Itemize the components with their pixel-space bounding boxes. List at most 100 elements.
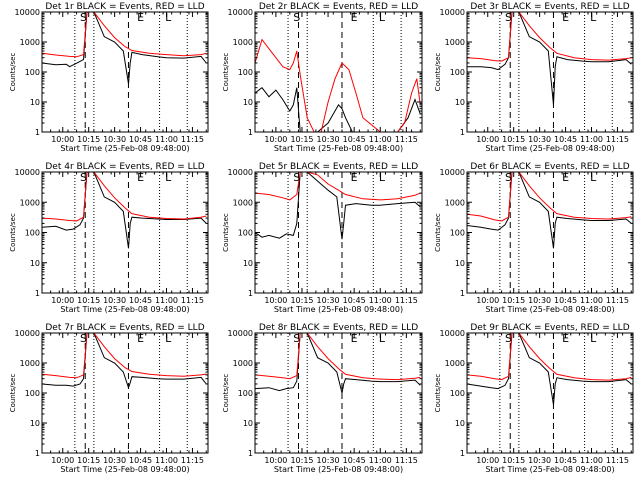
y-tick-label: 10000 <box>15 168 40 177</box>
chart-title: Det 6r BLACK = Events, RED = LLD <box>470 162 629 172</box>
marker-e: E <box>562 11 569 24</box>
x-tick-label: 10:15 <box>290 456 313 465</box>
plot-frame <box>254 332 423 454</box>
x-tick-label: 10:30 <box>317 296 340 305</box>
x-tick-label: 11:00 <box>580 135 603 144</box>
y-tick-label: 1 <box>35 289 40 298</box>
y-tick-label: 10000 <box>15 329 40 338</box>
x-tick-label: 10:00 <box>476 296 499 305</box>
marker-s: S <box>293 11 300 24</box>
x-tick-label: 10:45 <box>554 135 577 144</box>
x-tick-label: 11:15 <box>606 135 629 144</box>
marker-l: L <box>379 171 386 184</box>
chart-title: Det 5r BLACK = Events, RED = LLD <box>259 162 418 172</box>
x-axis-label: Start Time (25-Feb-08 09:48:00) <box>274 465 403 474</box>
x-tick-label: 11:15 <box>395 296 418 305</box>
x-tick-label: 10:00 <box>476 135 499 144</box>
marker-s: S <box>505 332 512 345</box>
y-axis-label: Counts/sec <box>222 374 230 413</box>
y-tick-label: 1000 <box>445 38 465 47</box>
marker-e: E <box>137 171 144 184</box>
series-events-line <box>467 172 632 249</box>
series-lld-line <box>467 172 632 222</box>
plot-frame <box>466 171 634 294</box>
series-lld-line <box>467 333 632 381</box>
marker-s: S <box>293 332 300 345</box>
x-tick-label: 10:00 <box>264 135 287 144</box>
series-lld-line <box>42 333 207 379</box>
x-tick-label: 11:15 <box>395 456 418 465</box>
y-tick-label: 10000 <box>440 168 465 177</box>
marker-e: E <box>351 332 358 345</box>
marker-l: L <box>165 11 172 24</box>
plot-frame <box>41 171 209 294</box>
series-events-line <box>255 172 421 240</box>
y-tick-label: 100 <box>450 68 465 77</box>
y-tick-label: 100 <box>238 68 253 77</box>
marker-l: L <box>379 11 386 24</box>
marker-e: E <box>562 332 569 345</box>
series-lld-line <box>255 333 421 381</box>
y-tick-label: 10000 <box>228 8 253 17</box>
x-tick-label: 10:15 <box>502 296 525 305</box>
marker-s: S <box>80 332 87 345</box>
series-lld-line <box>255 38 421 132</box>
x-tick-label: 10:00 <box>264 296 287 305</box>
y-tick-label: 10 <box>243 419 253 428</box>
series-lld-line <box>42 172 207 222</box>
y-tick-label: 10 <box>455 259 465 268</box>
x-tick-label: 10:45 <box>129 456 152 465</box>
x-axis-label: Start Time (25-Feb-08 09:48:00) <box>485 305 614 314</box>
plot-frame <box>41 11 209 133</box>
chart-title: Det 3r BLACK = Events, RED = LLD <box>470 2 629 12</box>
x-tick-label: 10:00 <box>476 456 499 465</box>
y-tick-label: 100 <box>238 389 253 398</box>
y-tick-label: 100 <box>25 229 40 238</box>
plot-frame <box>41 332 209 454</box>
x-tick-label: 10:30 <box>317 135 340 144</box>
x-tick-label: 10:45 <box>343 296 366 305</box>
y-axis-label: Counts/sec <box>9 213 17 252</box>
x-tick-label: 11:15 <box>181 296 204 305</box>
chart-title: Det 9r BLACK = Events, RED = LLD <box>470 323 629 333</box>
series-events-line <box>467 12 632 105</box>
marker-l: L <box>165 171 172 184</box>
x-axis-label: Start Time (25-Feb-08 09:48:00) <box>60 305 189 314</box>
chart-title: Det 8r BLACK = Events, RED = LLD <box>259 323 418 333</box>
marker-s: S <box>505 11 512 24</box>
x-tick-label: 11:15 <box>395 135 418 144</box>
y-tick-label: 1000 <box>445 198 465 207</box>
x-tick-label: 10:45 <box>343 135 366 144</box>
x-tick-label: 10:30 <box>528 135 551 144</box>
x-tick-label: 10:45 <box>129 135 152 144</box>
y-tick-label: 10000 <box>15 8 40 17</box>
x-tick-label: 11:00 <box>580 296 603 305</box>
y-tick-label: 100 <box>450 389 465 398</box>
y-tick-label: 1000 <box>233 38 253 47</box>
chart-title: Det 7r BLACK = Events, RED = LLD <box>45 323 204 333</box>
x-tick-label: 10:15 <box>77 135 100 144</box>
x-tick-label: 11:00 <box>155 456 178 465</box>
marker-e: E <box>351 11 358 24</box>
x-tick-label: 11:15 <box>181 135 204 144</box>
marker-e: E <box>562 171 569 184</box>
marker-l: L <box>590 171 597 184</box>
series-events-line <box>255 87 421 132</box>
x-tick-label: 11:00 <box>369 296 392 305</box>
y-tick-label: 1 <box>35 128 40 137</box>
marker-s: S <box>80 171 87 184</box>
plot-frame <box>466 332 634 454</box>
x-tick-label: 10:30 <box>528 296 551 305</box>
y-tick-label: 10000 <box>440 8 465 17</box>
y-tick-label: 10 <box>243 98 253 107</box>
x-tick-label: 11:00 <box>155 296 178 305</box>
y-tick-label: 10000 <box>228 329 253 338</box>
series-events-line <box>467 333 632 405</box>
marker-l: L <box>590 332 597 345</box>
